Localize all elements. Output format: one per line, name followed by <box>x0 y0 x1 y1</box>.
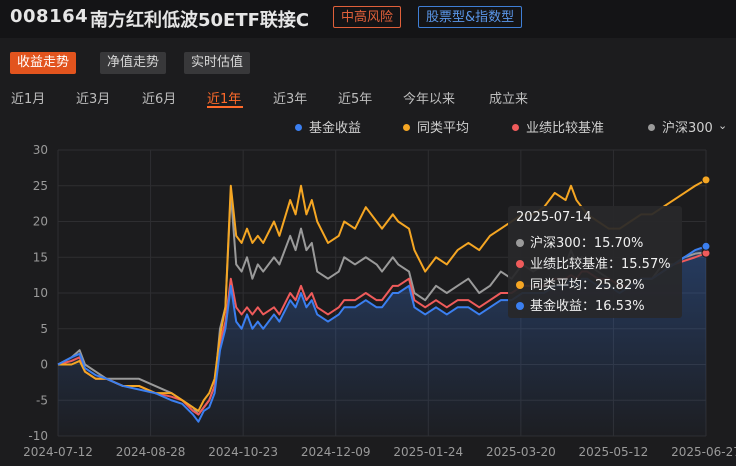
x-tick-label: 2025-06-27 <box>671 445 736 459</box>
tooltip-label-peer: 同类平均：25.82% <box>530 278 645 293</box>
y-tick-label: 5 <box>40 322 48 336</box>
legend-peer-average[interactable]: 同类平均 <box>403 117 469 136</box>
period-ytd[interactable]: 今年以来 <box>403 92 456 107</box>
x-tick-label: 2024-07-12 <box>23 445 93 459</box>
period-5y[interactable]: 近5年 <box>338 92 373 107</box>
legend-dot-csi300 <box>648 124 655 131</box>
period-3y[interactable]: 近3年 <box>273 92 308 107</box>
y-tick-label: -5 <box>36 393 48 407</box>
tooltip-row-peer: 同类平均：25.82% <box>516 274 645 293</box>
legend-dot-peer <box>403 124 410 131</box>
tooltip-row-csi300: 沪深300：15.70% <box>516 232 643 251</box>
period-3m[interactable]: 近3月 <box>76 92 111 107</box>
period-1y[interactable]: 近1年 <box>207 92 242 107</box>
tooltip-dot-benchmark <box>516 260 524 268</box>
tooltip-dot-fund <box>516 302 524 310</box>
active-period-underline <box>207 106 243 108</box>
chevron-down-icon[interactable]: ⌄ <box>718 119 728 132</box>
tab-return-trend[interactable]: 收益走势 <box>10 52 77 74</box>
period-1m[interactable]: 近1月 <box>11 92 46 107</box>
legend-label-benchmark: 业绩比较基准 <box>526 121 605 136</box>
tooltip-row-benchmark: 业绩比较基准：15.57% <box>516 253 671 272</box>
period-6m[interactable]: 近6月 <box>142 92 177 107</box>
y-tick-label: -10 <box>28 429 48 443</box>
legend-label-csi300: 沪深300 <box>662 121 713 136</box>
legend-dot-benchmark <box>512 124 519 131</box>
tooltip-date: 2025-07-14 <box>516 210 592 225</box>
x-tick-label: 2025-03-20 <box>486 445 556 459</box>
x-tick-label: 2025-01-24 <box>393 445 463 459</box>
tooltip-label-benchmark: 业绩比较基准：15.57% <box>530 257 671 272</box>
legend-dot-fund <box>295 124 302 131</box>
legend-fund-return[interactable]: 基金收益 <box>295 117 361 136</box>
tab-realtime-estimate[interactable]: 实时估值 <box>184 52 251 74</box>
y-tick-label: 10 <box>33 286 48 300</box>
fund-code: 008164 <box>10 6 89 27</box>
tab-nav-trend[interactable]: 净值走势 <box>100 52 167 74</box>
tooltip-dot-csi300 <box>516 239 524 247</box>
x-tick-label: 2024-08-28 <box>116 445 186 459</box>
x-tick-label: 2025-05-12 <box>579 445 649 459</box>
legend-csi300[interactable]: 沪深300 <box>648 117 713 136</box>
chart-tooltip: 2025-07-14 沪深300：15.70% 业绩比较基准：15.57% 同类… <box>508 206 682 318</box>
legend-benchmark[interactable]: 业绩比较基准 <box>512 117 604 136</box>
y-tick-label: 15 <box>33 250 48 264</box>
tooltip-dot-peer <box>516 281 524 289</box>
series-end-marker <box>701 175 711 185</box>
fund-header: 008164 南方红利低波50ETF联接C 中高风险 股票型&指数型 <box>0 0 736 38</box>
legend-label-fund: 基金收益 <box>309 121 362 136</box>
legend-label-peer: 同类平均 <box>417 121 470 136</box>
tooltip-label-csi300: 沪深300：15.70% <box>530 236 644 251</box>
tooltip-row-fund: 基金收益：16.53% <box>516 295 645 314</box>
series-end-marker <box>701 241 711 251</box>
tooltip-label-fund: 基金收益：16.53% <box>530 299 645 314</box>
fund-type-tag[interactable]: 股票型&指数型 <box>418 6 523 28</box>
y-tick-label: 25 <box>33 179 48 193</box>
fund-name: 南方红利低波50ETF联接C <box>90 10 310 31</box>
x-tick-label: 2024-10-23 <box>208 445 278 459</box>
y-tick-label: 20 <box>33 215 48 229</box>
risk-tag: 中高风险 <box>333 6 402 28</box>
x-tick-label: 2024-12-09 <box>301 445 371 459</box>
period-since-inception[interactable]: 成立来 <box>489 92 529 107</box>
y-tick-label: 30 <box>33 143 48 157</box>
y-tick-label: 0 <box>40 358 48 372</box>
